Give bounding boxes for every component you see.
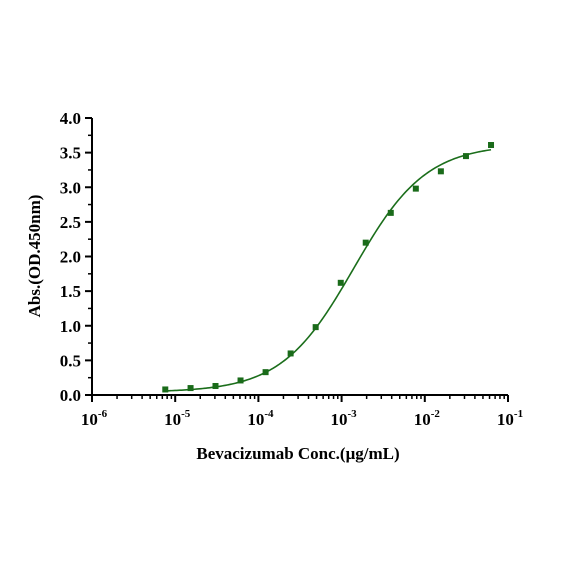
- x-axis-title: Bevacizumab Conc.(μg/mL): [196, 444, 399, 463]
- x-tick-label: 10-4: [247, 408, 274, 429]
- data-point: [462, 153, 469, 160]
- data-point: [362, 239, 369, 246]
- fit-curve: [165, 148, 492, 392]
- data-point: [287, 350, 294, 357]
- y-tick-label: 2.0: [60, 248, 81, 267]
- x-tick-label: 10-5: [164, 408, 191, 429]
- axes: 0.0 0.5 1.0 1.5 2.0 2.5 3.0 3.5 4.0 10-6 10-5 10-4 1…: [60, 109, 523, 429]
- data-point: [187, 385, 194, 392]
- y-axis-title: Abs.(OD.450nm): [25, 195, 44, 318]
- data-point: [162, 386, 169, 393]
- data-point: [237, 377, 244, 384]
- data-point: [312, 324, 319, 331]
- y-tick-label: 1.5: [60, 282, 81, 301]
- y-tick-label: 3.5: [60, 144, 81, 163]
- data-point: [387, 209, 394, 216]
- y-tick-label: 2.5: [60, 213, 81, 232]
- y-tick-label: 4.0: [60, 109, 81, 128]
- data-points: [162, 142, 495, 393]
- data-point: [437, 168, 444, 175]
- y-tick-label: 1.0: [60, 317, 81, 336]
- y-tick-label: 3.0: [60, 178, 81, 197]
- x-tick-label: 10-1: [497, 408, 523, 429]
- data-point: [337, 279, 344, 286]
- data-point: [262, 369, 269, 376]
- x-tick-label: 10-3: [331, 408, 358, 429]
- x-tick-label: 10-6: [81, 408, 108, 429]
- y-tick-label: 0.5: [60, 351, 81, 370]
- data-point: [212, 382, 219, 389]
- data-point: [412, 185, 419, 192]
- data-point: [488, 142, 495, 149]
- fit-curve-group: [165, 148, 492, 392]
- x-tick-label: 10-2: [414, 408, 441, 429]
- y-tick-label: 0.0: [60, 386, 81, 405]
